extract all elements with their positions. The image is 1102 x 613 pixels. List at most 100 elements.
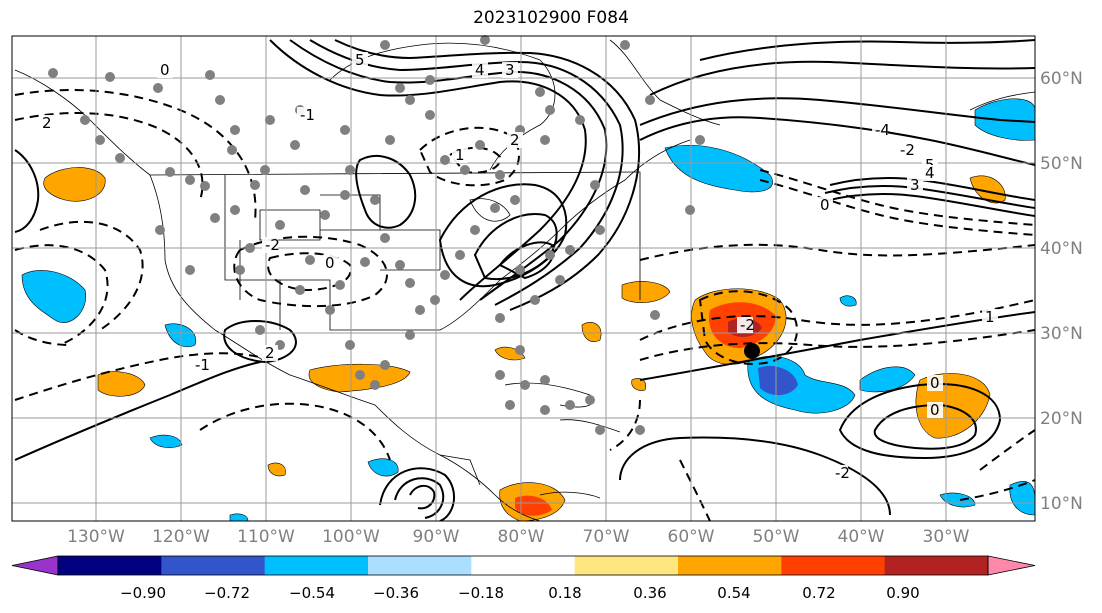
anomaly-patch-blue bbox=[859, 366, 916, 393]
station-dot bbox=[230, 125, 240, 135]
station-dot bbox=[80, 115, 90, 125]
station-dot bbox=[430, 295, 440, 305]
station-dot bbox=[505, 400, 515, 410]
anomaly-patch-blue bbox=[367, 458, 399, 477]
anomaly-patch-blue bbox=[229, 513, 249, 521]
station-dot bbox=[345, 340, 355, 350]
colorbar-segment bbox=[264, 556, 369, 575]
station-dot bbox=[260, 165, 270, 175]
colorbar-tick-label: −0.54 bbox=[289, 584, 335, 602]
anomaly-patch-blue bbox=[21, 270, 87, 323]
station-dot bbox=[395, 260, 405, 270]
station-dot bbox=[153, 83, 163, 93]
station-dot bbox=[535, 87, 545, 97]
colorbar-segment bbox=[574, 556, 679, 575]
station-dot bbox=[590, 180, 600, 190]
station-dot bbox=[200, 181, 210, 191]
lon-label-50w: 50°W bbox=[753, 527, 800, 547]
colorbar-frame bbox=[57, 555, 989, 576]
anomaly-patch-blue bbox=[939, 492, 976, 508]
lon-label-40w: 40°W bbox=[838, 527, 885, 547]
station-dot bbox=[620, 40, 630, 50]
station-dot bbox=[290, 140, 300, 150]
contour-label: 1 bbox=[985, 308, 995, 326]
colorbar-tick-label: −0.18 bbox=[458, 584, 504, 602]
lat-label-10n: 10°N bbox=[1040, 494, 1083, 514]
station-dot bbox=[115, 153, 125, 163]
contour-label: -1 bbox=[195, 356, 210, 374]
anomaly-patch-orange bbox=[631, 378, 646, 391]
station-dot bbox=[245, 243, 255, 253]
anomaly-patch-orange bbox=[581, 321, 602, 342]
anomaly-patch-orange bbox=[97, 371, 146, 397]
station-dot bbox=[545, 250, 555, 260]
station-dot bbox=[520, 380, 530, 390]
contour-label: 0 bbox=[160, 61, 170, 79]
map-title: 2023102900 F084 bbox=[473, 8, 629, 28]
longitude-labels: 130°W 120°W 110°W 100°W 90°W 80°W 70°W 6… bbox=[67, 527, 970, 547]
colorbar-segment bbox=[884, 556, 989, 575]
station-dot bbox=[320, 210, 330, 220]
anomaly-patch-orange bbox=[621, 281, 671, 303]
lat-label-20n: 20°N bbox=[1040, 409, 1083, 429]
colorbar-segment bbox=[471, 556, 576, 575]
contour-label: 4 bbox=[475, 61, 485, 79]
station-dot bbox=[595, 225, 605, 235]
station-dot bbox=[530, 295, 540, 305]
contours-negative bbox=[14, 89, 1035, 521]
station-dot bbox=[265, 115, 275, 125]
station-dot bbox=[460, 165, 470, 175]
colorbar-tick-label: 0.36 bbox=[633, 584, 666, 602]
contour-label: 0 bbox=[930, 401, 940, 419]
colorbar-tick-label: −0.36 bbox=[373, 584, 419, 602]
station-dot bbox=[305, 255, 315, 265]
contour-label: 5 bbox=[355, 51, 365, 69]
station-dot bbox=[95, 135, 105, 145]
station-dot bbox=[325, 305, 335, 315]
station-dot bbox=[440, 155, 450, 165]
station-dot bbox=[155, 225, 165, 235]
station-dot bbox=[105, 72, 115, 82]
station-dot bbox=[255, 325, 265, 335]
lon-label-90w: 90°W bbox=[413, 527, 460, 547]
station-dot bbox=[380, 40, 390, 50]
colorbar-tick-label: −0.72 bbox=[204, 584, 250, 602]
station-dot bbox=[185, 175, 195, 185]
station-dot bbox=[405, 278, 415, 288]
station-dot bbox=[540, 375, 550, 385]
colorbar-tick-label: 0.54 bbox=[717, 584, 750, 602]
shaded-anomaly-areas bbox=[21, 98, 1035, 521]
contour-label: 0 bbox=[325, 254, 335, 272]
station-dot bbox=[510, 195, 520, 205]
station-dot bbox=[595, 425, 605, 435]
lon-label-110w: 110°W bbox=[237, 527, 295, 547]
lon-label-100w: 100°W bbox=[322, 527, 380, 547]
anomaly-patch-blue bbox=[1009, 481, 1035, 516]
station-dot bbox=[300, 185, 310, 195]
station-dot bbox=[585, 395, 595, 405]
station-dot bbox=[515, 265, 525, 275]
colorbar-segment bbox=[58, 556, 162, 575]
contour-label: 1 bbox=[455, 146, 465, 164]
colorbar bbox=[11, 555, 1036, 576]
lon-label-60w: 60°W bbox=[668, 527, 715, 547]
contour-label: -1 bbox=[300, 106, 315, 124]
station-dot bbox=[650, 310, 660, 320]
anomaly-patch-blue bbox=[664, 145, 773, 193]
station-dot bbox=[405, 330, 415, 340]
contours-positive bbox=[14, 39, 1035, 521]
lat-label-30n: 30°N bbox=[1040, 324, 1083, 344]
colorbar-tick-labels: −0.90 −0.72 −0.54 −0.36 −0.18 0.18 0.36 … bbox=[120, 584, 920, 602]
station-dot bbox=[475, 140, 485, 150]
colorbar-tick-label: 0.18 bbox=[548, 584, 581, 602]
station-dot bbox=[185, 265, 195, 275]
lat-label-40n: 40°N bbox=[1040, 239, 1083, 259]
station-dot bbox=[215, 95, 225, 105]
station-dot bbox=[355, 370, 365, 380]
station-dot bbox=[490, 203, 500, 213]
station-dot bbox=[540, 405, 550, 415]
anomaly-patch-orange bbox=[267, 462, 286, 477]
colorbar-segment bbox=[678, 556, 782, 575]
